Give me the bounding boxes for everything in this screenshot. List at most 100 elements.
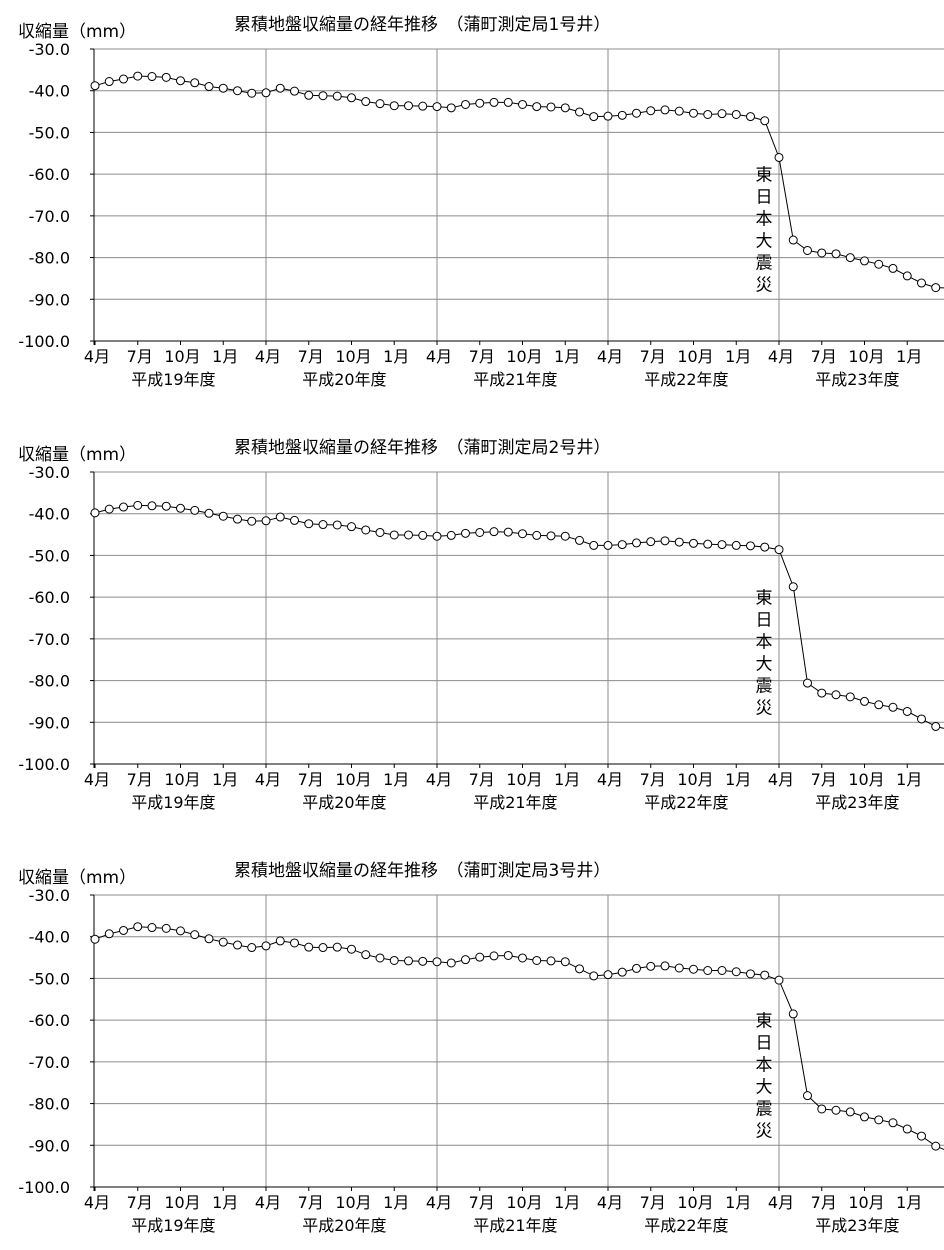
data-point [674,537,684,547]
data-point [204,934,214,944]
x-tick-label: 1月 [383,1193,409,1212]
data-point [803,245,812,255]
data-point [147,72,157,82]
data-point [361,525,371,535]
data-point [247,88,257,98]
data-point [233,514,242,524]
data-point [475,952,485,962]
x-tick-label: 4月 [426,1193,452,1212]
data-point [760,542,770,552]
data-point [817,688,827,698]
data-point [731,109,741,119]
data-point [204,508,214,518]
x-tick-label: 4月 [84,347,110,366]
x-tick-label: 1月 [383,770,409,789]
data-points [90,500,941,731]
data-point [646,537,656,547]
data-point [489,951,499,961]
data-point [774,975,784,985]
data-point [589,971,599,981]
data-point [119,502,128,512]
data-point [347,944,356,954]
data-point [133,71,143,81]
data-point [575,964,584,974]
data-point [147,501,157,511]
y-tick-label: -50.0 [29,969,70,988]
x-tick-label: 7月 [298,770,324,789]
data-point [404,530,413,540]
data-point [931,1141,941,1151]
data-point [176,926,185,936]
data-point [446,103,456,113]
data-point [589,540,599,550]
data-point [888,702,898,712]
data-point [703,966,713,976]
data-point [233,86,242,96]
data-point [375,99,385,109]
x-tick-label: 7月 [640,770,666,789]
data-point [90,934,100,944]
data-point [546,531,556,541]
x-tick-label: 4月 [84,770,110,789]
x-tick-label: 1月 [896,770,922,789]
x-tick-label: 1月 [896,347,922,366]
series-line [94,504,944,729]
data-point [161,923,171,933]
data-point [489,97,499,107]
data-point [90,508,100,518]
data-point [902,706,912,716]
year-label: 平成19年度 [131,370,215,389]
x-tick-label: 1月 [896,1193,922,1212]
data-point [304,90,314,100]
y-tick-label: -30.0 [29,40,70,59]
data-point [917,1131,926,1141]
annotation-char: 震 [756,253,773,273]
data-point [817,1104,827,1114]
year-label: 平成23年度 [815,370,899,389]
data-point [532,102,542,112]
data-point [318,943,328,953]
x-tick-label: 4月 [255,770,281,789]
y-tick-label: -40.0 [29,82,70,101]
y-tick-label: -90.0 [29,713,70,732]
data-point [774,152,784,162]
data-point [104,929,114,939]
data-point [375,953,385,963]
x-tick-label: 4月 [768,347,794,366]
x-tick-label: 10月 [506,1193,542,1212]
data-point [161,501,171,511]
series-line [94,75,944,289]
data-point [660,105,670,115]
data-point [304,942,314,952]
x-tick-label: 10月 [335,1193,371,1212]
data-point [546,956,556,966]
y-tick-label: -80.0 [29,672,70,691]
data-point [760,116,770,126]
data-point [746,541,755,551]
data-point [218,511,228,521]
data-point [560,957,570,967]
data-point [703,109,713,119]
data-point [461,955,470,965]
x-tick-label: 1月 [725,770,751,789]
annotation-char: 東 [756,1011,773,1031]
x-tick-label: 4月 [597,770,623,789]
data-point [831,690,841,700]
data-points [90,922,941,1151]
annotation-char: 災 [756,1121,773,1141]
x-tick-label: 1月 [554,347,580,366]
data-point [489,527,499,537]
x-tick-label: 7月 [127,347,153,366]
x-tick-label: 7月 [811,347,837,366]
x-tick-label: 7月 [469,347,495,366]
x-tick-label: 7月 [640,1193,666,1212]
data-point [603,970,613,980]
x-tick-label: 7月 [298,1193,324,1212]
data-point [931,721,941,731]
data-point [603,111,613,121]
x-tick-label: 1月 [212,1193,238,1212]
data-point [560,531,570,541]
data-point [717,540,727,550]
data-point [119,74,128,84]
